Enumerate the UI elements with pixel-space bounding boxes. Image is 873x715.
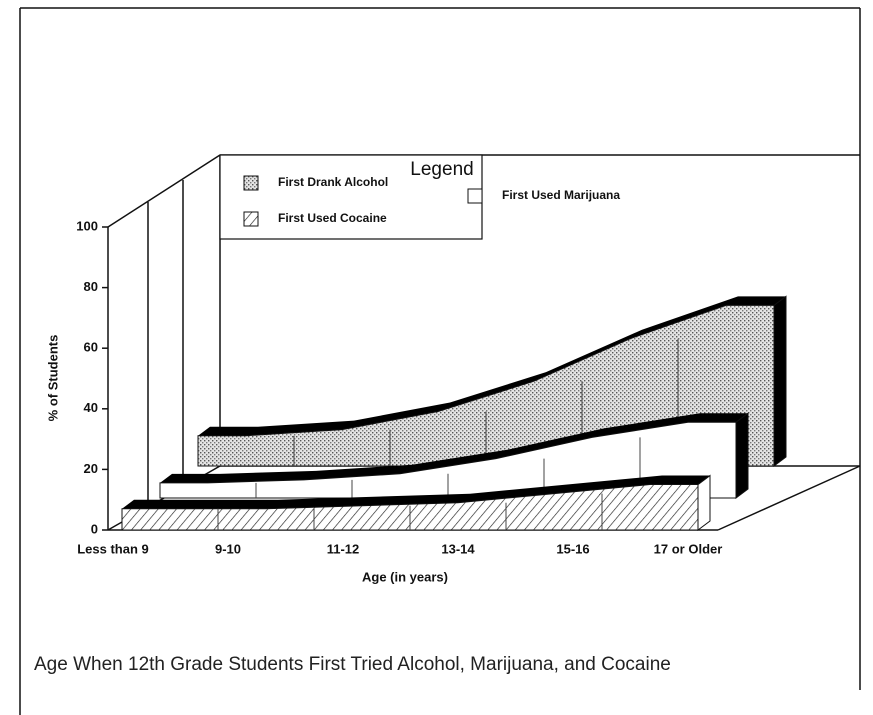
- legend-title: Legend: [410, 159, 473, 180]
- y-tick-label: 0: [91, 521, 98, 536]
- legend-swatch: [467, 188, 483, 204]
- x-tick-label: 17 or Older: [654, 541, 723, 556]
- y-tick-label: 60: [84, 340, 98, 355]
- ribbon-side: [773, 295, 787, 467]
- x-tick-label: 13-14: [441, 541, 475, 556]
- y-tick-label: 40: [84, 400, 98, 415]
- ribbon-side: [735, 412, 749, 499]
- legend-label: First Drank Alcohol: [278, 175, 388, 189]
- ribbon-top: [122, 475, 710, 509]
- x-tick-label: Less than 9: [77, 541, 149, 556]
- ribbon-top: [198, 296, 786, 436]
- legend-swatch: [243, 175, 259, 191]
- legend-box: [219, 154, 483, 240]
- y-tick-label: 100: [76, 218, 98, 233]
- legend-swatch: [243, 211, 259, 227]
- x-axis-label: Age (in years): [362, 569, 448, 584]
- x-tick-label: 15-16: [556, 541, 589, 556]
- y-tick-label: 20: [84, 461, 98, 476]
- ribbon-side: [697, 474, 711, 531]
- y-tick-label: 80: [84, 279, 98, 294]
- caption: Age When 12th Grade Students First Tried…: [34, 654, 671, 675]
- ribbon-top: [160, 413, 748, 483]
- x-tick-label: 9-10: [215, 541, 241, 556]
- x-tick-label: 11-12: [327, 541, 360, 556]
- y-axis-label: % of Students: [45, 335, 60, 422]
- legend-label: First Used Marijuana: [502, 188, 620, 202]
- legend-label: First Used Cocaine: [278, 211, 387, 225]
- ribbon-front: [159, 421, 737, 499]
